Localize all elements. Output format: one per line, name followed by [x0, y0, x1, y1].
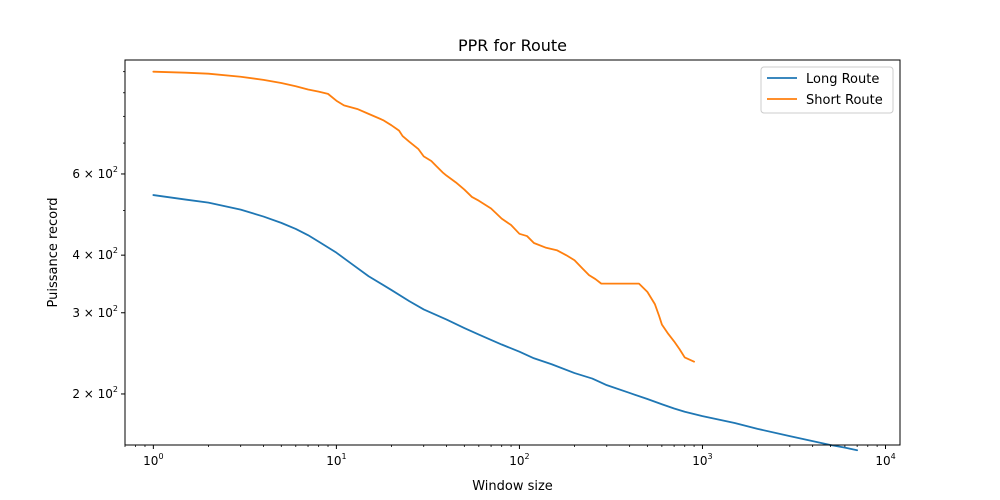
plot-area — [152, 70, 859, 452]
y-tick-label: 4 × 102 — [72, 246, 118, 262]
y-tick-label: 6 × 102 — [72, 165, 118, 181]
x-tick-label: 103 — [692, 452, 712, 468]
series-line-short-route — [152, 70, 695, 363]
y-axis-label: Puissance record — [46, 197, 61, 307]
axis-ticks: 100 101 102 103 104 2 × 102 3 × 102 4 × 102 6 × … — [72, 71, 896, 468]
x-tick-label: 102 — [509, 452, 529, 468]
x-tick-label: 100 — [143, 452, 163, 468]
x-tick-label: 104 — [875, 452, 895, 468]
x-axis-label: Window size — [472, 479, 553, 494]
axes-frame — [124, 59, 901, 446]
y-tick-label: 2 × 102 — [72, 385, 118, 401]
x-tick-label: 101 — [326, 452, 346, 468]
chart-title: PPR for Route — [458, 36, 567, 55]
y-tick-label: 3 × 102 — [72, 304, 118, 320]
series-line-long-route — [152, 194, 859, 452]
legend: Long Route Short Route — [760, 66, 894, 114]
legend-label-short-route: Short Route — [806, 93, 883, 108]
legend-label-long-route: Long Route — [806, 72, 879, 87]
